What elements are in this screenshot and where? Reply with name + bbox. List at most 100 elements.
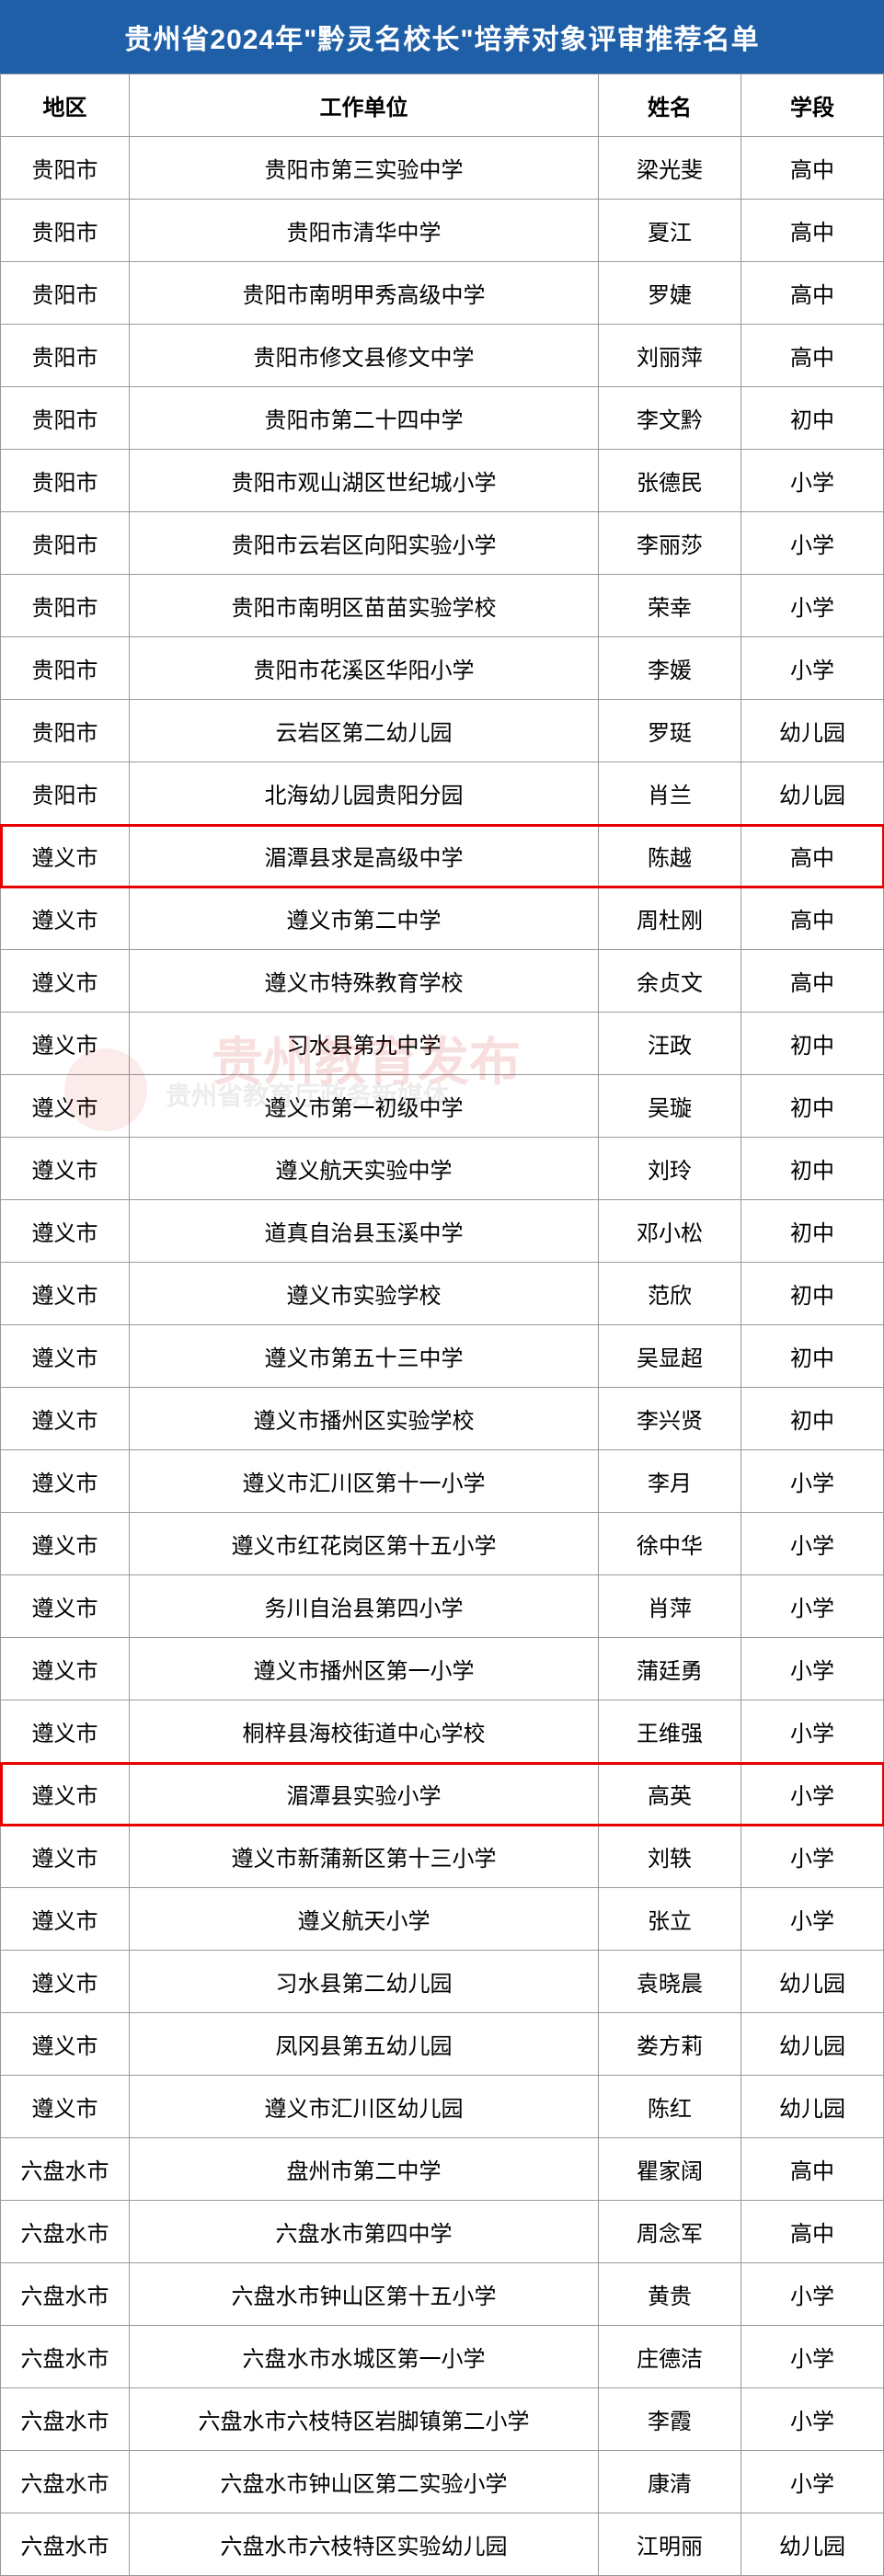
cell-unit: 遵义市特殊教育学校 xyxy=(130,950,599,1013)
cell-name: 梁光斐 xyxy=(599,137,741,200)
cell-unit: 遵义市第一初级中学 xyxy=(130,1075,599,1138)
table-row: 贵阳市贵阳市第二十四中学李文黔初中 xyxy=(1,387,884,450)
cell-stage: 高中 xyxy=(741,2201,884,2263)
cell-name: 李文黔 xyxy=(599,387,741,450)
table-header-row: 地区 工作单位 姓名 学段 xyxy=(1,74,884,137)
table-row: 六盘水市六盘水市水城区第一小学庄德洁小学 xyxy=(1,2326,884,2388)
cell-name: 娄方莉 xyxy=(599,2013,741,2076)
table-row: 遵义市遵义市第二中学周杜刚高中 xyxy=(1,887,884,950)
cell-name: 罗婕 xyxy=(599,262,741,325)
cell-unit: 习水县第二幼儿园 xyxy=(130,1951,599,2013)
cell-stage: 初中 xyxy=(741,387,884,450)
cell-stage: 小学 xyxy=(741,1450,884,1513)
table-body: 贵阳市贵阳市第三实验中学梁光斐高中贵阳市贵阳市清华中学夏江高中贵阳市贵阳市南明甲… xyxy=(1,137,884,2576)
document-container: 贵州省2024年"黔灵名校长"培养对象评审推荐名单 地区 工作单位 姓名 学段 … xyxy=(0,0,884,2576)
cell-region: 遵义市 xyxy=(1,1450,130,1513)
table-row: 贵阳市云岩区第二幼儿园罗珽幼儿园 xyxy=(1,700,884,762)
cell-stage: 高中 xyxy=(741,325,884,387)
cell-stage: 幼儿园 xyxy=(741,762,884,825)
table-row: 六盘水市盘州市第二中学瞿家阔高中 xyxy=(1,2138,884,2201)
table-row: 遵义市务川自治县第四小学肖萍小学 xyxy=(1,1575,884,1638)
cell-stage: 高中 xyxy=(741,262,884,325)
cell-region: 六盘水市 xyxy=(1,2388,130,2451)
cell-unit: 遵义市播州区实验学校 xyxy=(130,1388,599,1450)
cell-region: 遵义市 xyxy=(1,1826,130,1888)
cell-region: 六盘水市 xyxy=(1,2263,130,2326)
cell-region: 遵义市 xyxy=(1,1638,130,1700)
cell-stage: 小学 xyxy=(741,1513,884,1575)
cell-stage: 初中 xyxy=(741,1388,884,1450)
table-row: 六盘水市六盘水市六枝特区岩脚镇第二小学李霞小学 xyxy=(1,2388,884,2451)
table-row: 遵义市遵义航天小学张立小学 xyxy=(1,1888,884,1951)
cell-stage: 小学 xyxy=(741,512,884,575)
cell-stage: 高中 xyxy=(741,887,884,950)
cell-unit: 六盘水市六枝特区实验幼儿园 xyxy=(130,2513,599,2576)
cell-region: 遵义市 xyxy=(1,1763,130,1826)
cell-name: 江明丽 xyxy=(599,2513,741,2576)
cell-stage: 高中 xyxy=(741,137,884,200)
cell-unit: 遵义市汇川区幼儿园 xyxy=(130,2076,599,2138)
table-row: 遵义市遵义市第五十三中学吴显超初中 xyxy=(1,1325,884,1388)
cell-name: 袁晓晨 xyxy=(599,1951,741,2013)
table-row: 贵阳市贵阳市南明甲秀高级中学罗婕高中 xyxy=(1,262,884,325)
cell-stage: 小学 xyxy=(741,1888,884,1951)
cell-stage: 小学 xyxy=(741,1826,884,1888)
principals-table: 地区 工作单位 姓名 学段 贵阳市贵阳市第三实验中学梁光斐高中贵阳市贵阳市清华中… xyxy=(0,74,884,2576)
cell-stage: 初中 xyxy=(741,1075,884,1138)
cell-stage: 幼儿园 xyxy=(741,2013,884,2076)
cell-unit: 六盘水市第四中学 xyxy=(130,2201,599,2263)
cell-name: 刘玲 xyxy=(599,1138,741,1200)
cell-stage: 幼儿园 xyxy=(741,700,884,762)
cell-region: 六盘水市 xyxy=(1,2326,130,2388)
col-header-stage: 学段 xyxy=(741,74,884,137)
cell-region: 遵义市 xyxy=(1,1325,130,1388)
table-row: 遵义市习水县第二幼儿园袁晓晨幼儿园 xyxy=(1,1951,884,2013)
cell-unit: 六盘水市六枝特区岩脚镇第二小学 xyxy=(130,2388,599,2451)
table-row: 遵义市遵义市播州区实验学校李兴贤初中 xyxy=(1,1388,884,1450)
table-row: 遵义市遵义市新蒲新区第十三小学刘轶小学 xyxy=(1,1826,884,1888)
cell-stage: 初中 xyxy=(741,1200,884,1263)
table-row: 贵阳市北海幼儿园贵阳分园肖兰幼儿园 xyxy=(1,762,884,825)
cell-name: 张立 xyxy=(599,1888,741,1951)
cell-name: 邓小松 xyxy=(599,1200,741,1263)
cell-unit: 贵阳市云岩区向阳实验小学 xyxy=(130,512,599,575)
cell-name: 肖萍 xyxy=(599,1575,741,1638)
cell-unit: 遵义市汇川区第十一小学 xyxy=(130,1450,599,1513)
cell-name: 刘轶 xyxy=(599,1826,741,1888)
cell-name: 罗珽 xyxy=(599,700,741,762)
cell-stage: 小学 xyxy=(741,2263,884,2326)
cell-name: 庄德洁 xyxy=(599,2326,741,2388)
cell-name: 吴璇 xyxy=(599,1075,741,1138)
cell-unit: 凤冈县第五幼儿园 xyxy=(130,2013,599,2076)
cell-region: 遵义市 xyxy=(1,1700,130,1763)
cell-unit: 遵义市播州区第一小学 xyxy=(130,1638,599,1700)
cell-stage: 幼儿园 xyxy=(741,1951,884,2013)
cell-region: 遵义市 xyxy=(1,1388,130,1450)
cell-region: 遵义市 xyxy=(1,2013,130,2076)
cell-unit: 遵义市第二中学 xyxy=(130,887,599,950)
table-row: 遵义市遵义市汇川区幼儿园陈红幼儿园 xyxy=(1,2076,884,2138)
cell-name: 蒲廷勇 xyxy=(599,1638,741,1700)
cell-name: 徐中华 xyxy=(599,1513,741,1575)
cell-name: 李兴贤 xyxy=(599,1388,741,1450)
table-row: 贵阳市贵阳市南明区苗苗实验学校荣幸小学 xyxy=(1,575,884,637)
cell-region: 遵义市 xyxy=(1,1263,130,1325)
cell-unit: 六盘水市水城区第一小学 xyxy=(130,2326,599,2388)
cell-region: 遵义市 xyxy=(1,1513,130,1575)
cell-name: 周杜刚 xyxy=(599,887,741,950)
cell-unit: 湄潭县求是高级中学 xyxy=(130,825,599,887)
cell-region: 贵阳市 xyxy=(1,387,130,450)
table-row: 六盘水市六盘水市第四中学周念军高中 xyxy=(1,2201,884,2263)
cell-unit: 务川自治县第四小学 xyxy=(130,1575,599,1638)
cell-name: 李媛 xyxy=(599,637,741,700)
cell-unit: 遵义市新蒲新区第十三小学 xyxy=(130,1826,599,1888)
table-row: 遵义市遵义航天实验中学刘玲初中 xyxy=(1,1138,884,1200)
cell-stage: 初中 xyxy=(741,1325,884,1388)
cell-region: 遵义市 xyxy=(1,1951,130,2013)
cell-unit: 贵阳市第三实验中学 xyxy=(130,137,599,200)
cell-region: 贵阳市 xyxy=(1,762,130,825)
cell-stage: 幼儿园 xyxy=(741,2076,884,2138)
cell-region: 遵义市 xyxy=(1,1138,130,1200)
cell-stage: 高中 xyxy=(741,950,884,1013)
col-header-region: 地区 xyxy=(1,74,130,137)
